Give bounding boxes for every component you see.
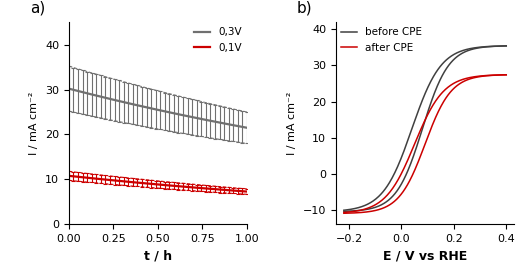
after CPE [478,75,484,78]
0,1V [244,190,250,193]
0,3V [76,90,83,93]
0,1V [228,189,235,192]
before CPE [437,78,443,82]
before CPE [341,210,347,213]
0,1V [76,175,83,179]
0,1V [235,189,241,193]
before CPE [503,44,509,48]
Legend: before CPE, after CPE: before CPE, after CPE [341,27,422,53]
before CPE [440,72,446,75]
before CPE [437,77,444,81]
Line: after CPE: after CPE [344,75,506,213]
X-axis label: t / h: t / h [144,250,172,263]
0,1V [99,178,105,181]
Line: 0,1V: 0,1V [69,176,247,192]
0,3V [244,126,250,129]
0,1V [73,175,79,178]
0,3V [66,87,72,90]
after CPE [437,106,444,109]
after CPE [440,101,446,104]
Text: b): b) [297,0,313,15]
Legend: 0,3V, 0,1V: 0,3V, 0,1V [194,27,242,53]
after CPE [488,74,494,77]
after CPE [503,73,509,76]
0,3V [73,89,79,92]
X-axis label: E / V vs RHE: E / V vs RHE [383,250,467,263]
0,3V [99,95,105,99]
Line: 0,3V: 0,3V [69,89,247,128]
0,1V [66,174,72,178]
0,3V [113,99,119,102]
before CPE [488,45,494,48]
Text: a): a) [30,0,45,15]
0,1V [113,179,119,182]
Y-axis label: I / mA cm⁻²: I / mA cm⁻² [30,92,40,155]
before CPE [341,210,348,213]
Y-axis label: I / mA cm⁻²: I / mA cm⁻² [287,92,297,155]
after CPE [341,212,347,215]
after CPE [341,212,348,215]
0,3V [228,123,235,127]
after CPE [437,107,443,110]
0,3V [235,124,241,128]
before CPE [478,46,484,49]
Line: before CPE: before CPE [344,46,506,211]
